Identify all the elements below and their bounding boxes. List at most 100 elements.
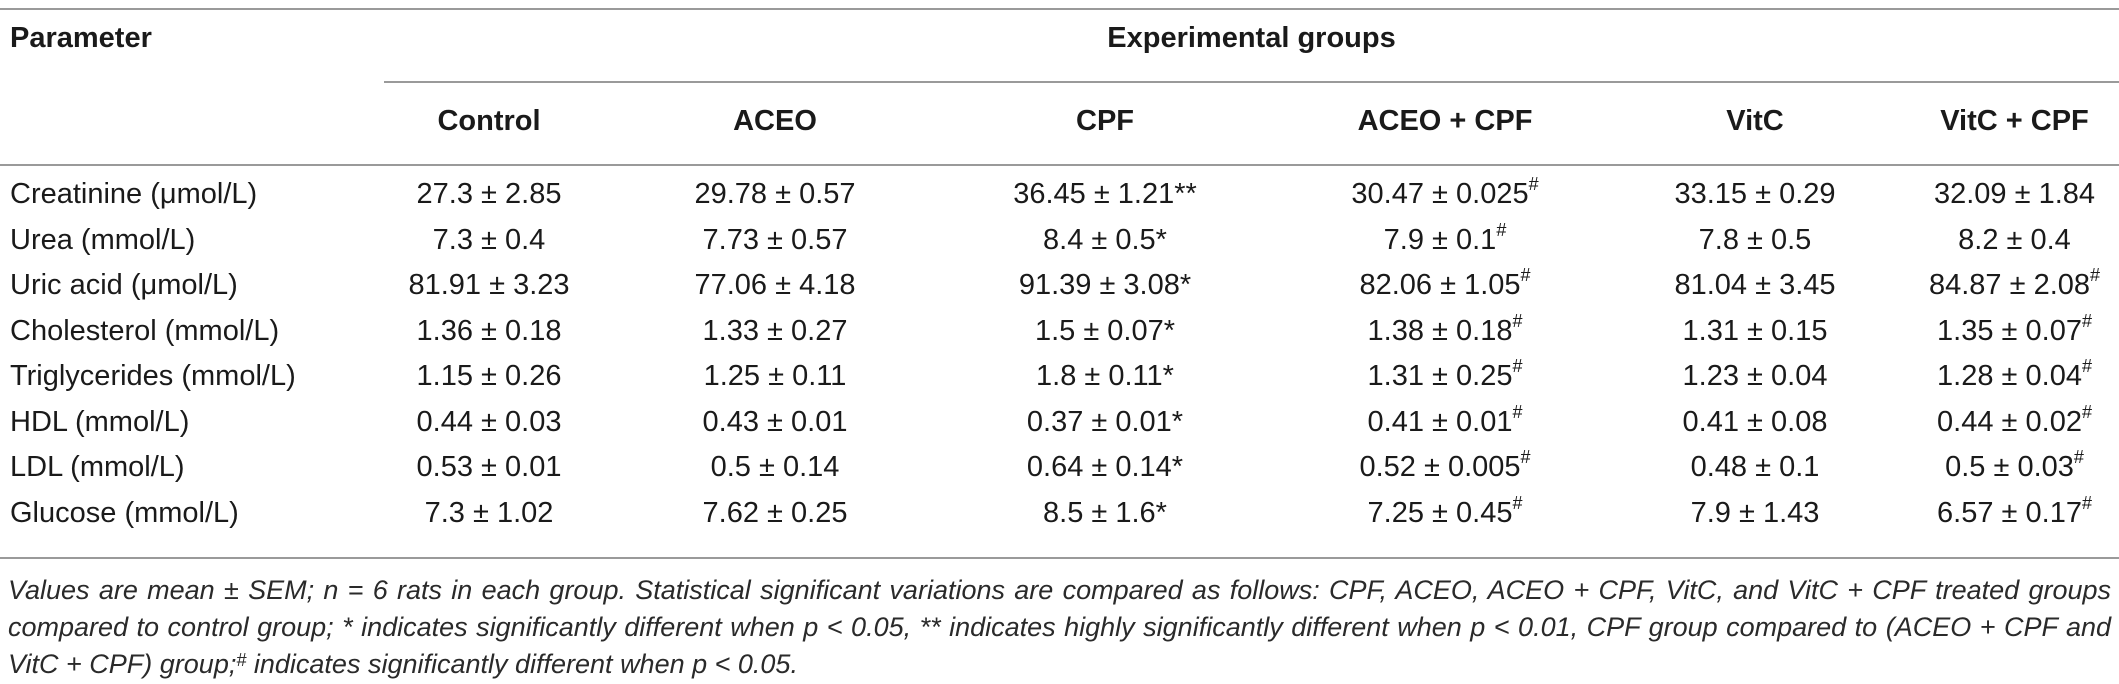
significance-marker: # xyxy=(1520,265,1531,285)
cell-value: 0.44 ± 0.03 xyxy=(416,405,562,438)
table-cell: 0.48 ± 0.1 xyxy=(1625,451,1885,484)
table-cell: 84.87 ± 2.08# xyxy=(1910,265,2119,302)
table-cell: 1.36 ± 0.18 xyxy=(384,315,594,348)
table-cell: 0.52 ± 0.005# xyxy=(1285,447,1605,484)
table-cell: 7.25 ± 0.45# xyxy=(1285,493,1605,530)
table-cell: 0.64 ± 0.14* xyxy=(945,451,1265,484)
cell-value: 6.57 ± 0.17 xyxy=(1937,496,2082,529)
cell-value: 1.25 ± 0.11 xyxy=(703,360,847,392)
cell-value: 1.31 ± 0.15 xyxy=(1682,314,1828,347)
footnote-line-3-end: indicates significantly different when p… xyxy=(253,649,798,679)
significance-marker: # xyxy=(1512,310,1523,331)
table-row: HDL (mmol/L) 0.44 ± 0.03 0.43 ± 0.01 0.37 ±… xyxy=(0,402,2119,450)
cell-value: 0.5 ± 0.03 xyxy=(1945,451,2074,483)
table-cell: 8.5 ± 1.6* xyxy=(945,497,1265,530)
cell-value: 0.53 ± 0.01 xyxy=(416,451,562,483)
cell-value: 81.91 ± 3.23 xyxy=(408,269,570,301)
cell-value: 7.25 ± 0.45 xyxy=(1367,496,1513,529)
footnote-line-2: groups compared to control group; * indi… xyxy=(8,575,2111,642)
cell-value: 1.31 ± 0.25 xyxy=(1367,360,1513,392)
cell-value: 7.3 ± 0.4 xyxy=(432,223,546,256)
cell-value: 7.9 ± 0.1 xyxy=(1383,223,1497,256)
cell-value: 7.8 ± 0.5 xyxy=(1698,223,1812,256)
cell-value: 7.62 ± 0.25 xyxy=(702,496,848,529)
table-cell: 1.33 ± 0.27 xyxy=(645,315,905,348)
table-cell: 0.44 ± 0.03 xyxy=(384,406,594,439)
significance-marker: # xyxy=(1528,174,1539,194)
table-cell: 0.44 ± 0.02# xyxy=(1910,402,2119,439)
cell-value: 0.64 ± 0.14* xyxy=(1026,451,1184,483)
row-label: Triglycerides (mmol/L) xyxy=(10,360,296,392)
column-header-vitc: VitC xyxy=(1726,105,1784,137)
cell-value: 1.28 ± 0.04 xyxy=(1937,360,2082,392)
table-cell: 8.2 ± 0.4 xyxy=(1910,224,2119,257)
table-row: Uric acid (μmol/L) 81.91 ± 3.23 77.06 ± 4.… xyxy=(0,265,2119,313)
cell-value: 8.4 ± 0.5* xyxy=(1043,223,1167,256)
table-cell: 7.62 ± 0.25 xyxy=(645,497,905,530)
significance-marker: # xyxy=(2073,447,2084,467)
cell-value: 0.48 ± 0.1 xyxy=(1690,451,1820,483)
cell-value: 1.33 ± 0.27 xyxy=(702,314,848,347)
cell-value: 1.15 ± 0.26 xyxy=(416,360,562,392)
header-bottom-rule xyxy=(0,164,2119,166)
bottom-rule xyxy=(0,557,2119,559)
column-header-control: Control xyxy=(437,105,541,137)
table-row: Glucose (mmol/L) 7.3 ± 1.02 7.62 ± 0.25 8.5… xyxy=(0,493,2119,541)
header-experimental-groups: Experimental groups xyxy=(1107,22,1396,54)
cell-value: 1.8 ± 0.11* xyxy=(1036,360,1174,392)
cell-value: 33.15 ± 0.29 xyxy=(1674,178,1836,210)
cell-value: 0.44 ± 0.02 xyxy=(1937,405,2082,438)
footnote-line-3-start: (ACEO + CPF and VitC + CPF) group; xyxy=(8,612,2111,679)
table-cell: 6.57 ± 0.17# xyxy=(1910,493,2119,530)
cell-value: 1.35 ± 0.07 xyxy=(1937,314,2082,347)
cell-value: 81.04 ± 3.45 xyxy=(1674,269,1836,301)
table-cell: 30.47 ± 0.025# xyxy=(1285,174,1605,211)
table-row: Urea (mmol/L) 7.3 ± 0.4 7.73 ± 0.57 8.4 ± 0… xyxy=(0,220,2119,268)
table-cell: 7.3 ± 1.02 xyxy=(384,497,594,530)
cell-value: 30.47 ± 0.025 xyxy=(1351,178,1529,210)
cell-value: 0.37 ± 0.01* xyxy=(1026,405,1184,438)
group-header-rule xyxy=(384,81,2119,83)
table-cell: 1.15 ± 0.26 xyxy=(384,360,594,393)
table-cell: 1.31 ± 0.15 xyxy=(1625,315,1885,348)
cell-value: 27.3 ± 2.85 xyxy=(416,178,562,210)
cell-value: 8.5 ± 1.6* xyxy=(1043,496,1167,529)
significance-marker: # xyxy=(2081,310,2092,331)
table-cell: 7.73 ± 0.57 xyxy=(645,224,905,257)
column-header-aceo: ACEO xyxy=(733,105,817,137)
cell-value: 82.06 ± 1.05 xyxy=(1359,269,1521,301)
table-cell: 0.41 ± 0.01# xyxy=(1285,402,1605,439)
table-cell: 1.38 ± 0.18# xyxy=(1285,311,1605,348)
table-cell: 0.5 ± 0.14 xyxy=(645,451,905,484)
top-rule xyxy=(0,8,2119,10)
row-label: LDL (mmol/L) xyxy=(10,451,185,483)
header-parameter: Parameter xyxy=(10,22,152,54)
row-label: Creatinine (μmol/L) xyxy=(10,178,258,210)
cell-value: 0.52 ± 0.005 xyxy=(1359,451,1521,483)
table-cell: 0.5 ± 0.03# xyxy=(1910,447,2119,484)
table-cell: 1.25 ± 0.11 xyxy=(645,360,905,393)
cell-value: 1.5 ± 0.07* xyxy=(1034,314,1176,347)
cell-value: 8.2 ± 0.4 xyxy=(1958,223,2071,256)
table-cell: 0.43 ± 0.01 xyxy=(645,406,905,439)
significance-marker: # xyxy=(1512,401,1523,422)
table-cell: 77.06 ± 4.18 xyxy=(645,269,905,302)
table-row: Triglycerides (mmol/L) 1.15 ± 0.26 1.25 ± … xyxy=(0,356,2119,404)
significance-marker: # xyxy=(2081,492,2092,513)
cell-value: 29.78 ± 0.57 xyxy=(694,178,856,210)
table-cell: 36.45 ± 1.21** xyxy=(945,178,1265,211)
table-cell: 1.35 ± 0.07# xyxy=(1910,311,2119,348)
table-cell: 91.39 ± 3.08* xyxy=(945,269,1265,302)
table-cell: 29.78 ± 0.57 xyxy=(645,178,905,211)
cell-value: 7.9 ± 1.43 xyxy=(1690,496,1820,529)
column-header-aceo-cpf: ACEO + CPF xyxy=(1357,105,1533,137)
table-cell: 7.8 ± 0.5 xyxy=(1625,224,1885,257)
row-label: Urea (mmol/L) xyxy=(10,223,196,256)
table-footnote: Values are mean ± SEM; n = 6 rats in eac… xyxy=(8,572,2111,683)
significance-marker: # xyxy=(2090,265,2101,285)
table-cell: 1.5 ± 0.07* xyxy=(945,315,1265,348)
cell-value: 84.87 ± 2.08 xyxy=(1928,269,2091,301)
table-cell: 8.4 ± 0.5* xyxy=(945,224,1265,257)
cell-value: 7.3 ± 1.02 xyxy=(424,496,554,529)
